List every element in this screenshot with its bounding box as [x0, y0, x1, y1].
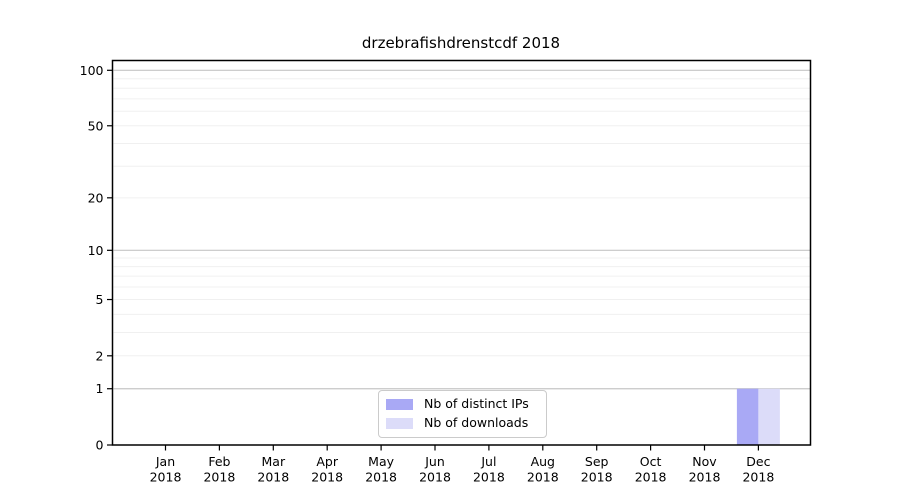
- x-tick-label-month: Nov: [692, 454, 717, 469]
- x-tick-label-year: 2018: [527, 470, 559, 485]
- y-tick-label: 50: [88, 118, 104, 133]
- x-tick-label-month: May: [368, 454, 394, 469]
- x-tick-label-year: 2018: [473, 470, 505, 485]
- x-tick-label-year: 2018: [150, 470, 182, 485]
- legend: Nb of distinct IPs Nb of downloads: [378, 390, 547, 438]
- x-tick-label-year: 2018: [581, 470, 613, 485]
- bar-downloads: [758, 388, 780, 445]
- x-tick-label-year: 2018: [742, 470, 774, 485]
- x-tick-label-month: Feb: [208, 454, 230, 469]
- x-tick-label-month: Sep: [585, 454, 609, 469]
- y-tick-label: 5: [96, 292, 104, 307]
- x-tick-label-year: 2018: [689, 470, 721, 485]
- x-tick-label-year: 2018: [203, 470, 235, 485]
- x-tick-label-year: 2018: [635, 470, 667, 485]
- bar-distinct-ips: [736, 388, 759, 445]
- chart-title: drzebrafishdrenstcdf 2018: [361, 34, 561, 52]
- legend-item-distinct-ips: Nb of distinct IPs: [386, 395, 538, 414]
- y-tick-label: 1: [96, 381, 104, 396]
- x-tick-label-month: Mar: [262, 454, 286, 469]
- y-tick-label: 2: [96, 348, 104, 363]
- x-tick-label-month: Jan: [155, 454, 175, 469]
- x-tick-label-year: 2018: [365, 470, 397, 485]
- x-tick-label-year: 2018: [419, 470, 451, 485]
- x-tick-label-month: Aug: [531, 454, 555, 469]
- legend-item-downloads: Nb of downloads: [386, 414, 538, 433]
- legend-swatch-distinct-ips-icon: [386, 399, 413, 410]
- y-tick-label: 20: [88, 190, 104, 205]
- x-tick-label-month: Oct: [640, 454, 662, 469]
- legend-label-downloads: Nb of downloads: [424, 415, 529, 431]
- x-tick-label-year: 2018: [257, 470, 289, 485]
- legend-label-distinct-ips: Nb of distinct IPs: [424, 396, 529, 412]
- x-tick-label-month: Jun: [424, 454, 445, 469]
- y-tick-label: 100: [80, 63, 104, 78]
- x-tick-label-month: Jul: [480, 454, 496, 469]
- y-tick-label: 10: [88, 243, 104, 258]
- legend-swatch-downloads-icon: [386, 418, 413, 429]
- plot-border: [111, 59, 812, 446]
- x-tick-label-month: Dec: [746, 454, 770, 469]
- y-tick-label: 0: [96, 438, 104, 453]
- x-tick-label-year: 2018: [311, 470, 343, 485]
- x-tick-label-month: Apr: [316, 454, 338, 469]
